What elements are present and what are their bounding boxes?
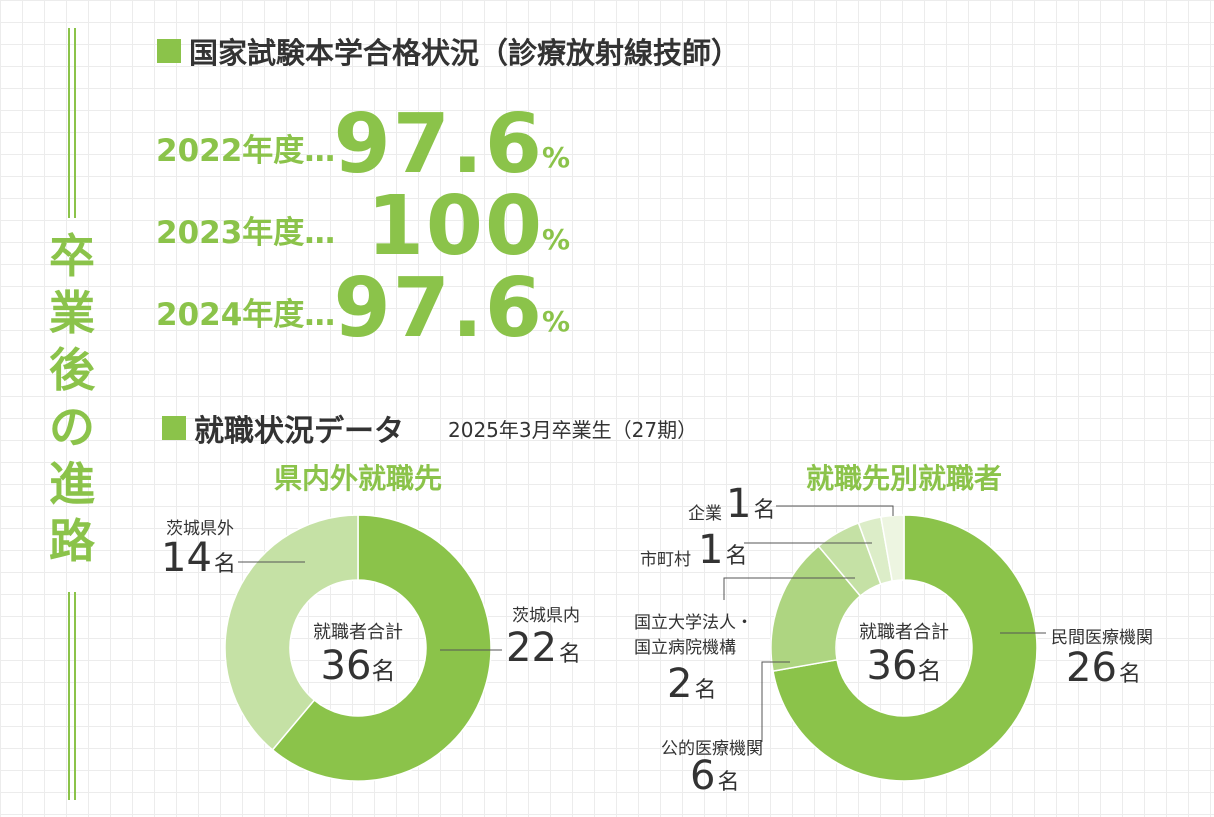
chart-title-region: 県内外就職先 bbox=[273, 462, 442, 495]
center-label-text: 就職者合計 bbox=[313, 622, 403, 643]
exam-year: 2023年度… bbox=[156, 215, 336, 251]
employment-heading: 就職状況データ bbox=[162, 406, 404, 450]
exam-row: 2023年度… 100 % bbox=[156, 182, 596, 268]
slice-value: 14 bbox=[161, 535, 212, 581]
center-total-value: 36 bbox=[320, 643, 372, 689]
side-title-char: 業 bbox=[49, 286, 95, 340]
employment-subtitle: 2025年3月卒業生（27期） bbox=[448, 418, 698, 442]
side-title: 卒 業 後 の 進 路 bbox=[40, 228, 104, 570]
exam-unit: % bbox=[541, 223, 570, 256]
slice-label-value: 2名 bbox=[667, 664, 716, 704]
center-total: 36名 bbox=[278, 644, 438, 688]
slice-label-name: 茨城県内 bbox=[512, 606, 580, 626]
leader-lines bbox=[238, 505, 1046, 742]
slice-value: 22 bbox=[506, 625, 557, 671]
chart-title-type: 就職先別就職者 bbox=[805, 462, 1002, 495]
center-label-text: 就職者合計 bbox=[859, 622, 949, 643]
slice-label-name: 市町村 bbox=[640, 550, 691, 570]
donut-slice-4 bbox=[880, 514, 905, 582]
slice-label-name: 国立大学法人・ 国立病院機構 bbox=[634, 613, 753, 658]
leader-line-4 bbox=[723, 577, 855, 600]
slice-unit: 名 bbox=[717, 770, 740, 795]
exam-rate: 97.6 bbox=[333, 261, 544, 356]
slice-value: 2 bbox=[667, 661, 693, 707]
donut-region bbox=[224, 514, 492, 782]
slice-label-value: 14名 bbox=[161, 538, 236, 578]
center-total-unit: 名 bbox=[917, 657, 942, 685]
side-title-char: 卒 bbox=[49, 229, 95, 283]
slice-label-name: 公的医療機関 bbox=[661, 739, 763, 759]
side-title-char: 路 bbox=[49, 514, 95, 568]
heading-square-icon bbox=[162, 416, 186, 440]
exam-heading: 国家試験本学合格状況（診療放射線技師） bbox=[157, 30, 740, 72]
donut-type bbox=[770, 514, 1038, 782]
heading-square-icon bbox=[157, 39, 181, 63]
exam-title: 国家試験本学合格状況（診療放射線技師） bbox=[189, 36, 741, 70]
exam-unit: % bbox=[541, 305, 570, 338]
exam-row: 2022年度… 97.6 % bbox=[156, 100, 596, 186]
exam-row: 2024年度… 97.6 % bbox=[156, 264, 596, 350]
side-line-top-2 bbox=[74, 28, 76, 218]
exam-year: 2024年度… bbox=[156, 297, 336, 333]
slice-label-name: 茨城県外 bbox=[166, 519, 234, 539]
slice-label-value: 1名 bbox=[726, 484, 775, 524]
side-line-bottom bbox=[68, 592, 70, 800]
center-label-type: 就職者合計 36名 bbox=[824, 618, 984, 688]
donut-slice-1 bbox=[224, 514, 359, 751]
slice-unit: 名 bbox=[213, 552, 236, 577]
exam-rate: 97.6 bbox=[333, 97, 544, 192]
slice-label-name: 企業 bbox=[688, 504, 722, 524]
slice-unit: 名 bbox=[725, 544, 748, 569]
slice-unit: 名 bbox=[694, 678, 717, 703]
slice-label-name: 民間医療機関 bbox=[1051, 628, 1153, 648]
side-title-char: 進 bbox=[49, 457, 95, 511]
side-title-char: 後 bbox=[49, 343, 95, 397]
side-title-char: の bbox=[49, 400, 95, 454]
center-label-region: 就職者合計 36名 bbox=[278, 618, 438, 688]
slice-label-value: 22名 bbox=[506, 628, 581, 668]
employment-title: 就職状況データ bbox=[194, 414, 404, 449]
slice-value: 1 bbox=[726, 481, 752, 527]
slice-unit: 名 bbox=[558, 642, 581, 667]
slice-label-value: 1名 bbox=[698, 530, 747, 570]
slice-unit: 名 bbox=[753, 498, 776, 523]
slice-value: 6 bbox=[690, 753, 716, 799]
exam-unit: % bbox=[541, 141, 570, 174]
side-line-bottom-2 bbox=[74, 592, 76, 800]
exam-year: 2022年度… bbox=[156, 133, 336, 169]
center-total: 36名 bbox=[824, 644, 984, 688]
slice-label-value: 6名 bbox=[690, 756, 739, 796]
slice-value: 26 bbox=[1066, 645, 1117, 691]
exam-rate: 100 bbox=[366, 179, 544, 274]
center-total-value: 36 bbox=[866, 643, 918, 689]
center-total-unit: 名 bbox=[371, 657, 396, 685]
slice-label-value: 26名 bbox=[1066, 648, 1141, 688]
donut-slice-0 bbox=[271, 514, 492, 782]
leader-line-2 bbox=[776, 505, 894, 516]
slice-unit: 名 bbox=[1118, 662, 1141, 687]
donut-slice-0 bbox=[772, 514, 1038, 782]
leader-line-5 bbox=[761, 661, 790, 742]
slice-value: 1 bbox=[698, 527, 724, 573]
side-line-top bbox=[68, 28, 70, 218]
